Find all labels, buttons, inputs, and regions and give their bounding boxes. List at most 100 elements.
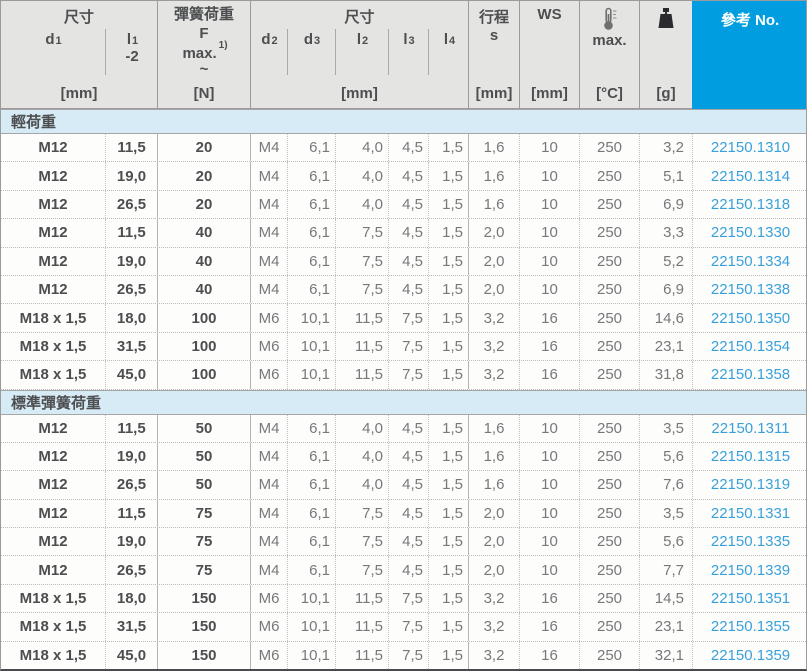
cell-l1: 26,5: [106, 556, 158, 584]
cell-d1: M12: [1, 471, 106, 499]
cell-stroke-s: 2,0: [469, 275, 520, 304]
cell-WS: 16: [520, 304, 580, 332]
cell-ref-no[interactable]: 22150.1351: [710, 590, 791, 608]
cell-l4: 1,5: [429, 442, 469, 471]
cell-d1: M12: [1, 247, 106, 275]
cell-temp-max: 250: [580, 190, 640, 219]
cell-d3: 6,1: [288, 134, 336, 162]
temp-max-label: max.: [592, 32, 627, 49]
cell-temp-max: 250: [580, 499, 640, 528]
cell-stroke-s: 3,2: [469, 584, 520, 613]
cell-l3: 7,5: [389, 613, 429, 641]
dim1-group-title: 尺寸: [63, 9, 94, 26]
cell-ref-no[interactable]: 22150.1318: [710, 195, 791, 213]
cell-d1: M12: [1, 442, 106, 471]
cell-l1: 31,5: [106, 332, 158, 361]
cell-l4: 1,5: [429, 247, 469, 275]
cell-d2: M4: [251, 471, 288, 499]
cell-l3: 4,5: [389, 162, 429, 190]
l1-tolerance: -2: [125, 48, 139, 65]
cell-l1: 19,0: [106, 247, 158, 275]
cell-ref-no[interactable]: 22150.1331: [710, 504, 791, 522]
cell-weight-g: 3,5: [640, 499, 693, 528]
cell-weight-g: 7,7: [640, 556, 693, 584]
cell-ref-no[interactable]: 22150.1339: [710, 561, 791, 579]
spring-load-symbol: F: [199, 24, 209, 42]
cell-ref-no[interactable]: 22150.1355: [710, 618, 791, 636]
section-header: 輕荷重: [1, 109, 806, 134]
cell-ref-no[interactable]: 22150.1334: [710, 252, 791, 270]
cell-stroke-s: 2,0: [469, 556, 520, 584]
cell-WS: 10: [520, 414, 580, 442]
cell-ref-no[interactable]: 22150.1359: [710, 646, 791, 664]
weight-unit: [g]: [656, 85, 676, 102]
cell-d1: M12: [1, 499, 106, 528]
cell-WS: 10: [520, 556, 580, 584]
cell-spring-load-F: 40: [158, 219, 251, 247]
cell-ref-no[interactable]: 22150.1335: [710, 533, 791, 551]
cell-d1: M12: [1, 219, 106, 247]
thermometer-icon: [601, 6, 618, 32]
cell-spring-load-F: 75: [158, 499, 251, 528]
cell-l3: 7,5: [389, 361, 429, 389]
cell-temp-max: 250: [580, 275, 640, 304]
cell-ref-no[interactable]: 22150.1338: [710, 281, 791, 299]
stroke-symbol: s: [489, 27, 499, 44]
cell-l4: 1,5: [429, 471, 469, 499]
cell-d3: 6,1: [288, 190, 336, 219]
cell-weight-g: 6,9: [640, 190, 693, 219]
cell-ref-no[interactable]: 22150.1310: [710, 139, 791, 157]
cell-l4: 1,5: [429, 499, 469, 528]
cell-temp-max: 250: [580, 641, 640, 669]
cell-ref-no[interactable]: 22150.1354: [710, 337, 791, 355]
cell-l3: 4,5: [389, 247, 429, 275]
cell-l3: 4,5: [389, 414, 429, 442]
cell-temp-max: 250: [580, 471, 640, 499]
cell-l4: 1,5: [429, 361, 469, 389]
cell-l3: 7,5: [389, 584, 429, 613]
cell-weight-g: 6,9: [640, 275, 693, 304]
cell-weight-g: 3,3: [640, 219, 693, 247]
cell-d1: M12: [1, 556, 106, 584]
cell-d3: 6,1: [288, 556, 336, 584]
cell-l2: 11,5: [336, 332, 389, 361]
cell-ref-no[interactable]: 22150.1330: [710, 224, 791, 242]
cell-weight-g: 5,6: [640, 442, 693, 471]
cell-stroke-s: 2,0: [469, 247, 520, 275]
cell-l1: 45,0: [106, 361, 158, 389]
cell-l1: 11,5: [106, 219, 158, 247]
header-stroke: 行程 s [mm]: [469, 1, 520, 108]
cell-temp-max: 250: [580, 162, 640, 190]
table-row: M12 11,5 40 M4 6,1 7,5 4,5 1,5 2,0 10 250 3,3 22150.…: [1, 219, 806, 248]
cell-d2: M4: [251, 162, 288, 190]
cell-temp-max: 250: [580, 528, 640, 556]
cell-spring-load-F: 100: [158, 332, 251, 361]
cell-temp-max: 250: [580, 556, 640, 584]
cell-l2: 4,0: [336, 442, 389, 471]
cell-l4: 1,5: [429, 414, 469, 442]
cell-WS: 10: [520, 499, 580, 528]
cell-l1: 26,5: [106, 190, 158, 219]
cell-spring-load-F: 150: [158, 641, 251, 669]
cell-d2: M4: [251, 190, 288, 219]
cell-l3: 4,5: [389, 499, 429, 528]
cell-l4: 1,5: [429, 162, 469, 190]
cell-l3: 4,5: [389, 190, 429, 219]
cell-d3: 6,1: [288, 528, 336, 556]
cell-ref-no[interactable]: 22150.1350: [710, 309, 791, 327]
cell-ref-no[interactable]: 22150.1319: [710, 476, 791, 494]
cell-ref-no[interactable]: 22150.1315: [710, 448, 791, 466]
cell-d2: M6: [251, 304, 288, 332]
cell-l2: 11,5: [336, 613, 389, 641]
cell-l4: 1,5: [429, 190, 469, 219]
cell-ref-no[interactable]: 22150.1314: [710, 167, 791, 185]
cell-l3: 4,5: [389, 528, 429, 556]
cell-ref-no[interactable]: 22150.1311: [711, 419, 790, 437]
cell-ref-no[interactable]: 22150.1358: [710, 366, 791, 384]
table-row: M12 26,5 75 M4 6,1 7,5 4,5 1,5 2,0 10 250 7,7 22150.…: [1, 556, 806, 585]
cell-l2: 4,0: [336, 190, 389, 219]
table-row: M18 x 1,5 18,0 100 M6 10,1 11,5 7,5 1,5 3,2 16 250…: [1, 304, 806, 333]
